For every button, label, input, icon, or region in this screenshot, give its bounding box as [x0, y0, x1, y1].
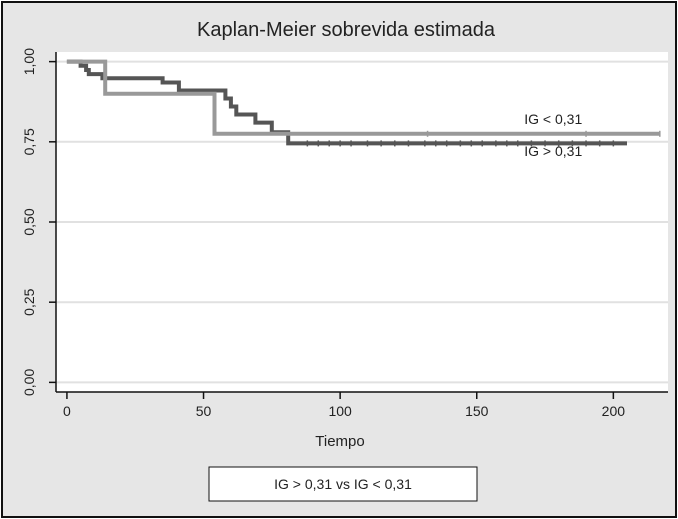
legend-box [208, 466, 478, 502]
annotation-layer: IG < 0,31 IG > 0,31 [524, 111, 582, 159]
x-tick-label: 200 [602, 403, 626, 419]
x-axis-title: Tiempo [315, 433, 364, 450]
y-tick-label: 0,75 [21, 128, 37, 155]
legend-label: IG > 0,31 vs IG < 0,31 [274, 476, 412, 492]
axes-layer: 0,00 0,25 0,50 0,75 1,00 0 50 100 150 200 [21, 48, 668, 419]
series-layer [66, 59, 661, 147]
x-tick-label: 100 [328, 403, 352, 419]
survival-curve [66, 59, 660, 136]
chart-title: Kaplan-Meier sobrevida estimada [197, 19, 496, 41]
y-tick-label: 0,50 [21, 208, 37, 235]
x-tick-label: 0 [63, 403, 71, 419]
curve-annotation: IG > 0,31 [524, 143, 582, 159]
x-tick-label: 150 [465, 403, 489, 419]
y-tick-label: 1,00 [21, 48, 37, 75]
survival-curve [66, 59, 627, 146]
x-tick-label: 50 [196, 403, 212, 419]
y-tick-label: 0,00 [21, 369, 37, 396]
curve-annotation: IG < 0,31 [524, 111, 582, 127]
y-tick-label: 0,25 [21, 288, 37, 315]
